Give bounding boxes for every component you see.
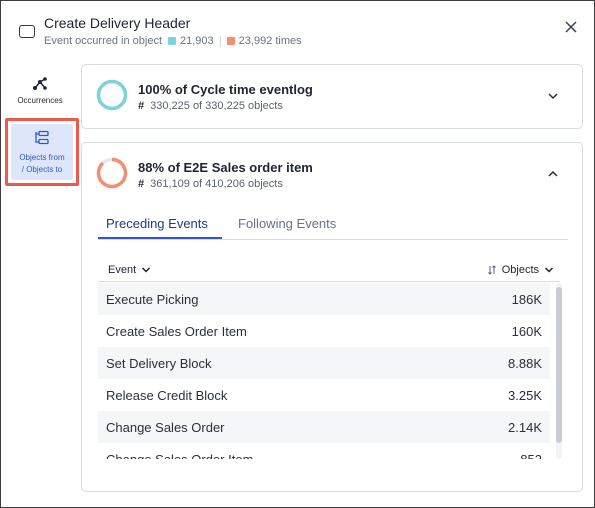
panel-subtitle: Event occurred in object 21,903 23,992 t… (44, 35, 302, 47)
sidebar-item-label: Objects from (19, 153, 65, 162)
tab-following-events[interactable]: Following Events (238, 216, 337, 231)
graph-nodes-icon (33, 77, 47, 90)
objects-list-icon (35, 130, 49, 145)
card-title: 100% of Cycle time eventlog (138, 82, 313, 97)
event-name: Release Credit Block (106, 387, 228, 403)
table-row[interactable]: Set Delivery Block 8.88K (98, 347, 550, 379)
column-header-objects[interactable]: Objects (487, 264, 554, 276)
scrollbar-thumb[interactable] (556, 287, 562, 443)
chevron-down-icon (544, 267, 554, 273)
object-count: 8.88K (508, 355, 542, 371)
window-icon (19, 25, 35, 38)
object-count: 330,225 of 330,225 objects (150, 100, 283, 112)
objects-count: 21,903 (180, 35, 214, 47)
object-count: 852 (520, 451, 542, 460)
sidebar-item-label: / Objects to (21, 165, 63, 174)
column-header-event[interactable]: Event (108, 264, 151, 276)
card-title: 88% of E2E Sales order item (138, 160, 313, 175)
table-row[interactable]: Create Sales Order Item 160K (98, 315, 550, 347)
card-subtitle: #330,225 of 330,225 objects (138, 100, 283, 112)
divider (219, 35, 221, 47)
coverage-ring-icon (96, 79, 128, 111)
hash-icon: # (138, 178, 145, 190)
chevron-up-icon[interactable] (546, 167, 560, 181)
event-name: Execute Picking (106, 291, 199, 307)
sidebar-item-selected-bg: Objects from / Objects to (11, 124, 73, 180)
object-count: 2.14K (508, 419, 542, 435)
objects-legend-square-icon (168, 37, 177, 45)
object-count: 160K (511, 323, 542, 339)
object-count: 186K (511, 291, 542, 307)
events-table-body: Execute Picking 186K Create Sales Order It… (98, 283, 550, 459)
column-header-label: Objects (501, 264, 539, 276)
table-scrollbar[interactable] (556, 283, 562, 459)
chevron-down-icon[interactable] (546, 89, 560, 103)
close-icon (565, 21, 577, 33)
table-row[interactable]: Execute Picking 186K (98, 283, 550, 315)
sidebar-item-objects-from-to[interactable]: Objects from / Objects to (5, 118, 79, 186)
close-button[interactable] (563, 19, 579, 35)
event-name: Change Sales Order (106, 419, 225, 435)
table-header: Event Objects (98, 260, 560, 282)
card-subtitle: #361,109 of 410,206 objects (138, 178, 283, 190)
card-header[interactable]: 100% of Cycle time eventlog #330,225 of … (96, 79, 570, 115)
table-row[interactable]: Change Sales Order 2.14K (98, 411, 550, 443)
column-header-label: Event (108, 264, 137, 276)
event-tabs: Preceding Events Following Events (98, 213, 568, 240)
event-name: Create Sales Order Item (106, 323, 247, 339)
panel-title: Create Delivery Header (44, 15, 191, 31)
object-count: 361,109 of 410,206 objects (150, 178, 283, 190)
chevron-down-icon (142, 267, 151, 273)
sidebar-item-label: Occurrences (17, 96, 63, 105)
subtitle-prefix: Event occurred in object (44, 35, 163, 47)
coverage-ring-icon (96, 157, 128, 189)
tab-preceding-events[interactable]: Preceding Events (106, 216, 208, 231)
times-legend-square-icon (226, 37, 235, 45)
object-count: 3.25K (508, 387, 542, 403)
hash-icon: # (138, 100, 145, 112)
sort-icon (487, 265, 496, 275)
table-row[interactable]: Release Credit Block 3.25K (98, 379, 550, 411)
card-header[interactable]: 88% of E2E Sales order item #361,109 of … (96, 157, 570, 193)
event-name: Change Sales Order Item (106, 451, 254, 460)
object-card-cycle-time[interactable]: 100% of Cycle time eventlog #330,225 of … (81, 64, 583, 129)
times-count: 23,992 times (238, 35, 302, 47)
sidebar-item-occurrences[interactable]: Occurrences (7, 77, 73, 107)
object-card-sales-order-item: 88% of E2E Sales order item #361,109 of … (81, 142, 583, 492)
event-name: Set Delivery Block (106, 355, 212, 371)
table-row[interactable]: Change Sales Order Item 852 (98, 443, 550, 460)
active-tab-indicator (98, 237, 222, 239)
